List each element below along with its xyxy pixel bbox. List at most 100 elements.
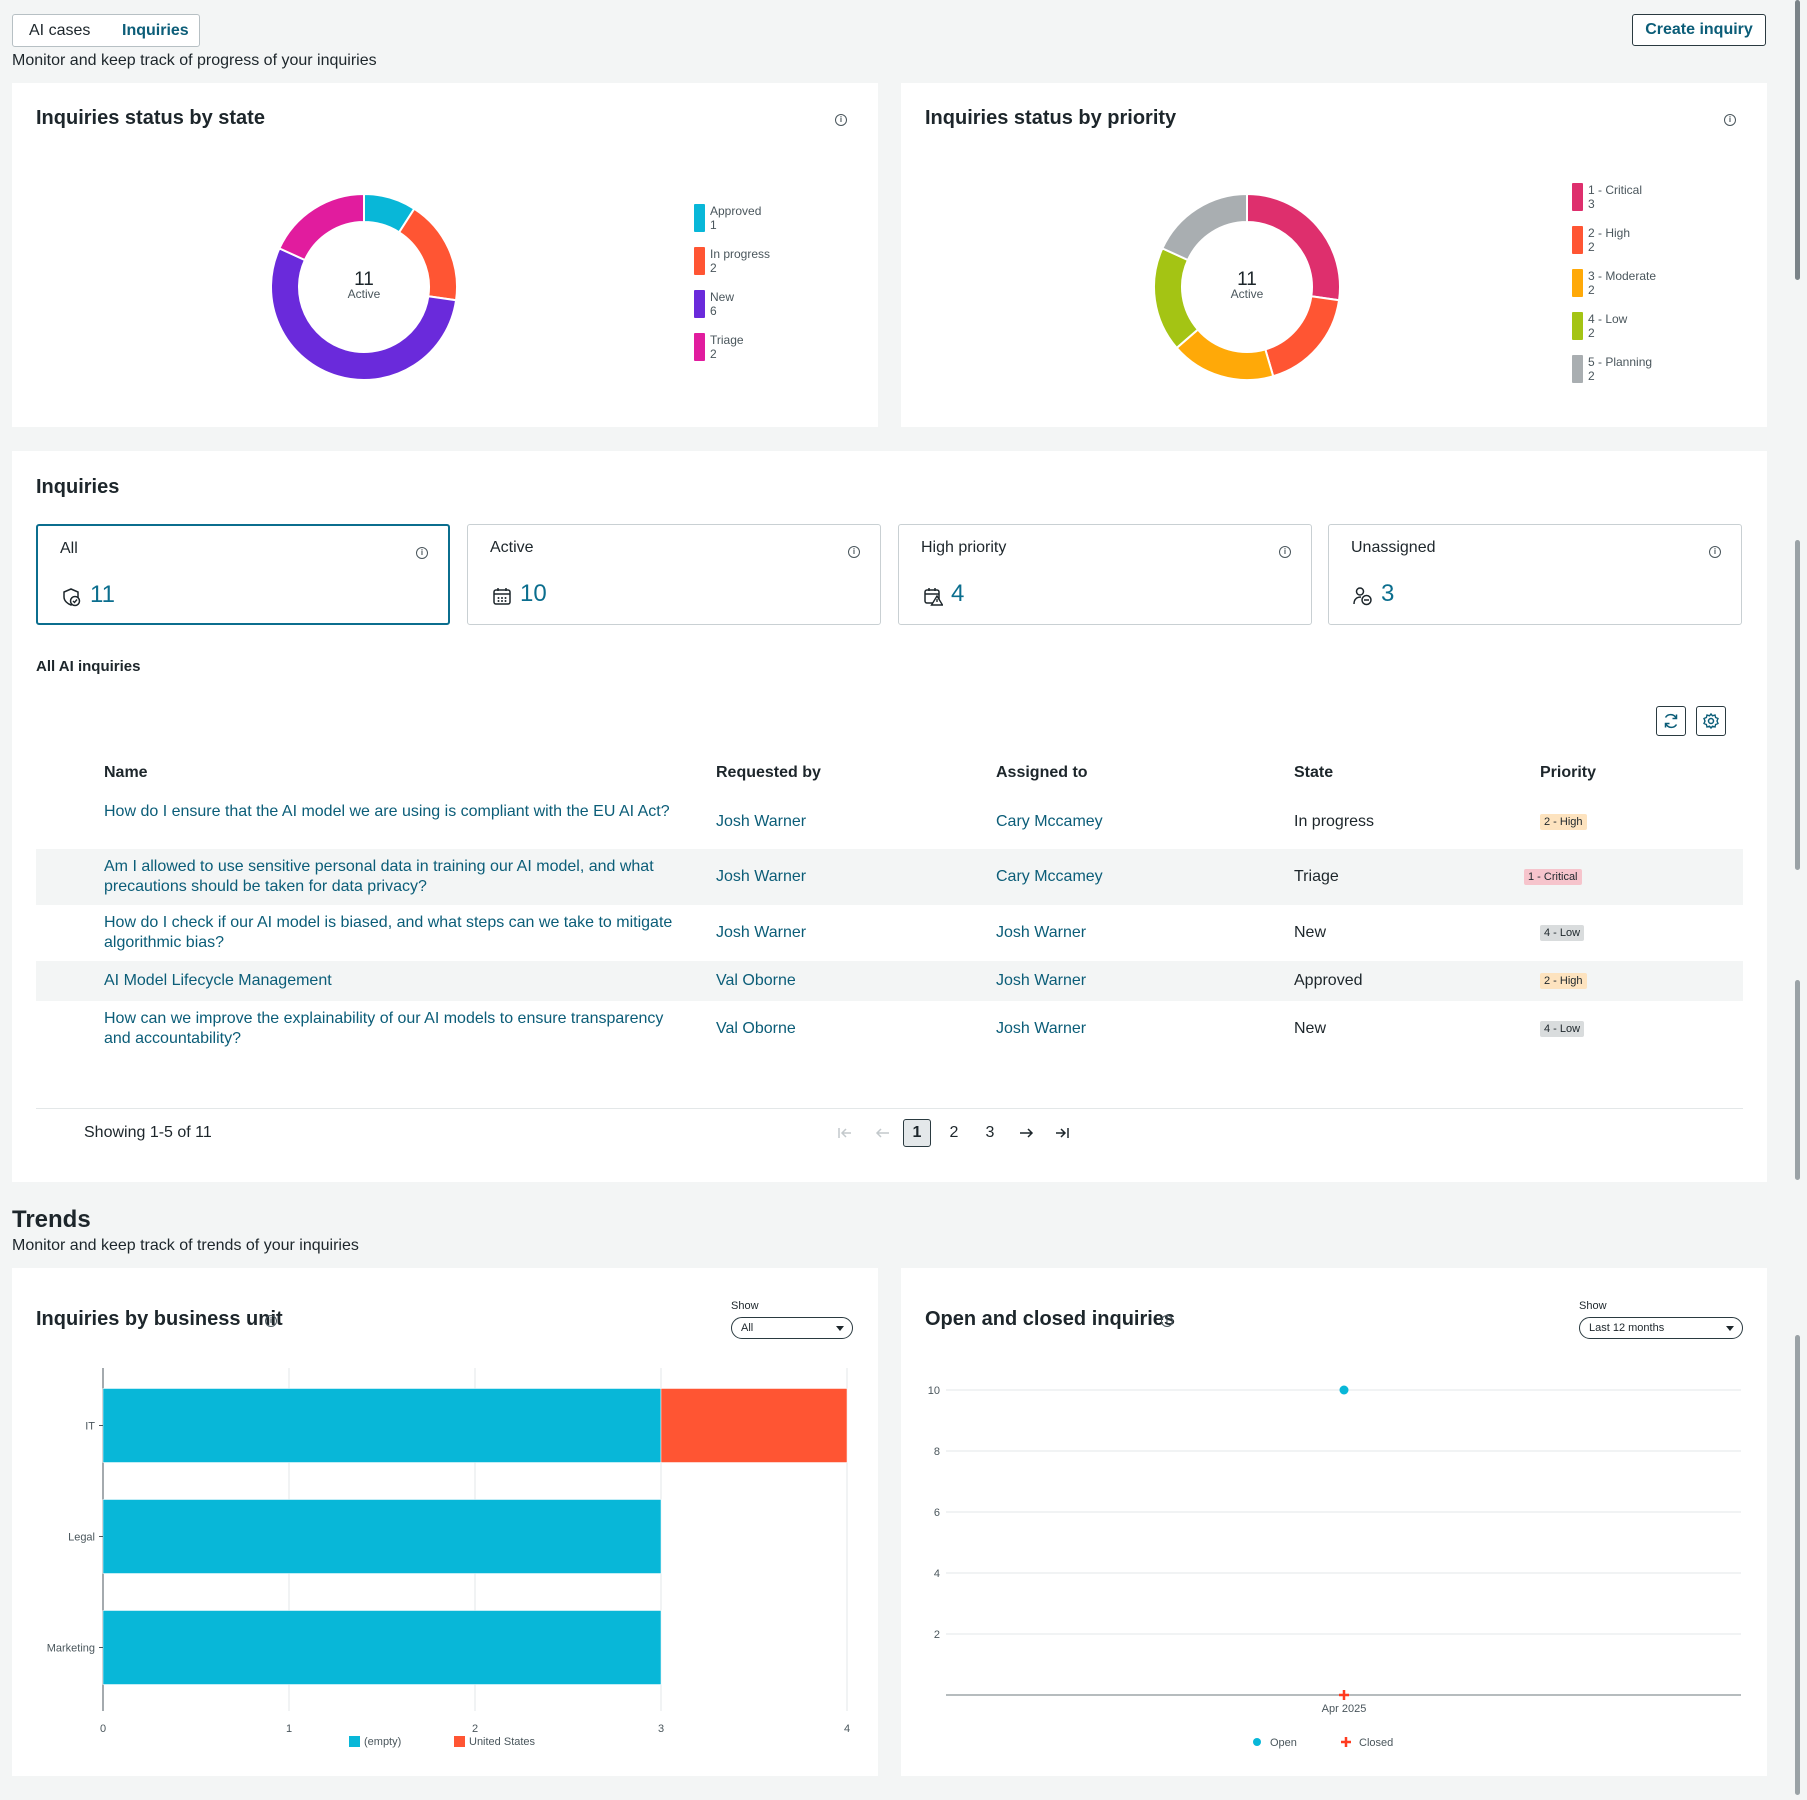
donut-slice-new[interactable] xyxy=(270,247,458,381)
donut-slice-2-high[interactable] xyxy=(1264,295,1341,378)
donut-slice-4-low[interactable] xyxy=(1153,247,1200,350)
bar-chart-marks: 0 1 2 3 4 IT Legal Marketing (empty) United State… xyxy=(47,1368,850,1748)
y-tick-label: 6 xyxy=(934,1507,940,1519)
priority-badge: 4 - Low xyxy=(1540,1021,1585,1037)
bar-marketing-empty[interactable] xyxy=(102,1610,662,1685)
legend-label-empty[interactable]: (empty) xyxy=(364,1736,401,1748)
inquiry-name-link[interactable]: How do I ensure that the AI model we are… xyxy=(104,803,670,820)
create-inquiry-button[interactable]: Create inquiry xyxy=(1632,14,1766,46)
legend-label-open[interactable]: Open xyxy=(1270,1737,1297,1749)
donut-slice-1-critical[interactable] xyxy=(1246,192,1341,302)
inquiry-name-link[interactable]: How can we improve the explainability of… xyxy=(104,1010,664,1047)
y-tick-label: Marketing xyxy=(47,1643,95,1655)
legend-swatch xyxy=(454,1736,465,1747)
tile-all[interactable]: All i 11 xyxy=(36,524,450,625)
y-tick-label: Legal xyxy=(68,1532,95,1544)
first-page-button[interactable] xyxy=(830,1119,860,1147)
legend-value: 2 xyxy=(710,261,717,275)
donut-slice-triage[interactable] xyxy=(278,192,365,262)
requested-by-link[interactable]: Val Oborne xyxy=(716,972,796,989)
time-range-select[interactable]: Last 12 months xyxy=(1579,1317,1743,1339)
column-header-name[interactable]: Name xyxy=(104,764,148,781)
view-tabs: AI cases Inquiries xyxy=(12,14,200,47)
inquiry-name-link[interactable]: AI Model Lifecycle Management xyxy=(104,972,332,989)
business-unit-bar-chart: 0 1 2 3 4 IT Legal Marketing (empty) United State… xyxy=(47,1368,850,1748)
donut-slice-5-planning[interactable] xyxy=(1161,192,1248,262)
arrow-right-icon xyxy=(1020,1128,1034,1138)
y-tick-label: 10 xyxy=(928,1385,940,1397)
legend-value: 2 xyxy=(1588,240,1595,254)
scrollbar-thumb[interactable] xyxy=(1795,0,1800,280)
requested-by-link[interactable]: Josh Warner xyxy=(716,813,807,830)
requested-by-link[interactable]: Val Oborne xyxy=(716,1020,796,1037)
column-header-requested-by[interactable]: Requested by xyxy=(716,764,821,781)
point-closed[interactable] xyxy=(1339,1690,1349,1700)
assigned-to-link[interactable]: Cary Mccamey xyxy=(996,813,1103,830)
info-icon[interactable]: i xyxy=(265,1315,277,1327)
tile-active[interactable]: Active i 10 xyxy=(467,524,881,625)
requested-by-link[interactable]: Josh Warner xyxy=(716,868,807,885)
refresh-icon xyxy=(1664,713,1678,729)
info-icon[interactable]: i xyxy=(835,114,847,126)
legend-label: 2 - High xyxy=(1588,226,1631,240)
assigned-to-link[interactable]: Josh Warner xyxy=(996,924,1087,941)
previous-page-button[interactable] xyxy=(868,1119,898,1147)
tab-ai-cases[interactable]: AI cases xyxy=(29,22,91,39)
next-page-button[interactable] xyxy=(1014,1119,1038,1147)
inquiry-name-link[interactable]: How do I check if our AI model is biased… xyxy=(104,914,673,951)
bar-it-empty[interactable] xyxy=(102,1388,662,1463)
info-icon[interactable]: i xyxy=(1724,114,1736,126)
column-header-state[interactable]: State xyxy=(1294,764,1334,781)
tile-label: All xyxy=(60,540,78,557)
donut-slice-in-progress[interactable] xyxy=(397,207,458,302)
requested-by-link[interactable]: Josh Warner xyxy=(716,924,807,941)
info-icon[interactable]: i xyxy=(416,547,428,559)
column-header-priority[interactable]: Priority xyxy=(1540,764,1597,781)
legend-swatch xyxy=(1572,226,1583,254)
state-donut-slices xyxy=(270,192,458,381)
page-1-button[interactable]: 1 xyxy=(903,1119,931,1147)
info-icon[interactable]: i xyxy=(848,546,860,558)
donut-slice-3-moderate[interactable] xyxy=(1175,328,1275,381)
page-3-button[interactable]: 3 xyxy=(985,1124,995,1141)
trends-subtitle: Monitor and keep track of trends of your… xyxy=(12,1237,359,1254)
legend-label-closed[interactable]: Closed xyxy=(1359,1737,1393,1749)
scrollbar-thumb[interactable] xyxy=(1795,540,1800,870)
table-row: How do I check if our AI model is biased… xyxy=(36,905,1743,961)
last-page-button[interactable] xyxy=(1050,1119,1074,1147)
arrow-left-icon xyxy=(875,1128,889,1138)
tile-high-priority[interactable]: High priority i 4 xyxy=(898,524,1312,625)
assigned-to-link[interactable]: Josh Warner xyxy=(996,972,1087,989)
settings-button[interactable] xyxy=(1696,706,1726,736)
x-tick-label: 0 xyxy=(100,1723,106,1735)
business-unit-card: Inquiries by business unit i Show All 0 1… xyxy=(12,1268,878,1776)
inquiry-name-link[interactable]: Am I allowed to use sensitive personal d… xyxy=(104,858,654,895)
tile-count: 11 xyxy=(90,581,115,608)
table-row: How do I ensure that the AI model we are… xyxy=(36,795,1743,849)
column-header-assigned-to[interactable]: Assigned to xyxy=(996,764,1088,781)
refresh-button[interactable] xyxy=(1656,706,1686,736)
info-icon[interactable]: i xyxy=(1161,1315,1173,1327)
business-unit-filter-select[interactable]: All xyxy=(731,1317,853,1339)
point-open[interactable] xyxy=(1339,1385,1349,1395)
priority-donut-center-label: Active xyxy=(1231,287,1264,301)
x-tick-label: 2 xyxy=(472,1723,478,1735)
info-icon[interactable]: i xyxy=(1709,546,1721,558)
bar-it-united-states[interactable] xyxy=(660,1388,848,1463)
info-icon[interactable]: i xyxy=(1279,546,1291,558)
bar-legal-empty[interactable] xyxy=(102,1499,662,1574)
legend-label-united-states[interactable]: United States xyxy=(469,1736,536,1748)
tab-inquiries[interactable]: Inquiries xyxy=(122,22,189,39)
legend-value: 2 xyxy=(710,347,717,361)
y-tick-label: 8 xyxy=(934,1446,940,1458)
legend-value: 3 xyxy=(1588,197,1595,211)
state-value: In progress xyxy=(1294,813,1375,830)
assigned-to-link[interactable]: Cary Mccamey xyxy=(996,868,1103,885)
scrollbar-thumb[interactable] xyxy=(1795,980,1800,1180)
tile-unassigned[interactable]: Unassigned i 3 xyxy=(1328,524,1742,625)
scrollbar-thumb[interactable] xyxy=(1795,1335,1800,1795)
page-2-button[interactable]: 2 xyxy=(949,1124,959,1141)
x-tick-label: Apr 2025 xyxy=(1322,1703,1367,1715)
legend-swatch xyxy=(694,247,705,275)
assigned-to-link[interactable]: Josh Warner xyxy=(996,1020,1087,1037)
